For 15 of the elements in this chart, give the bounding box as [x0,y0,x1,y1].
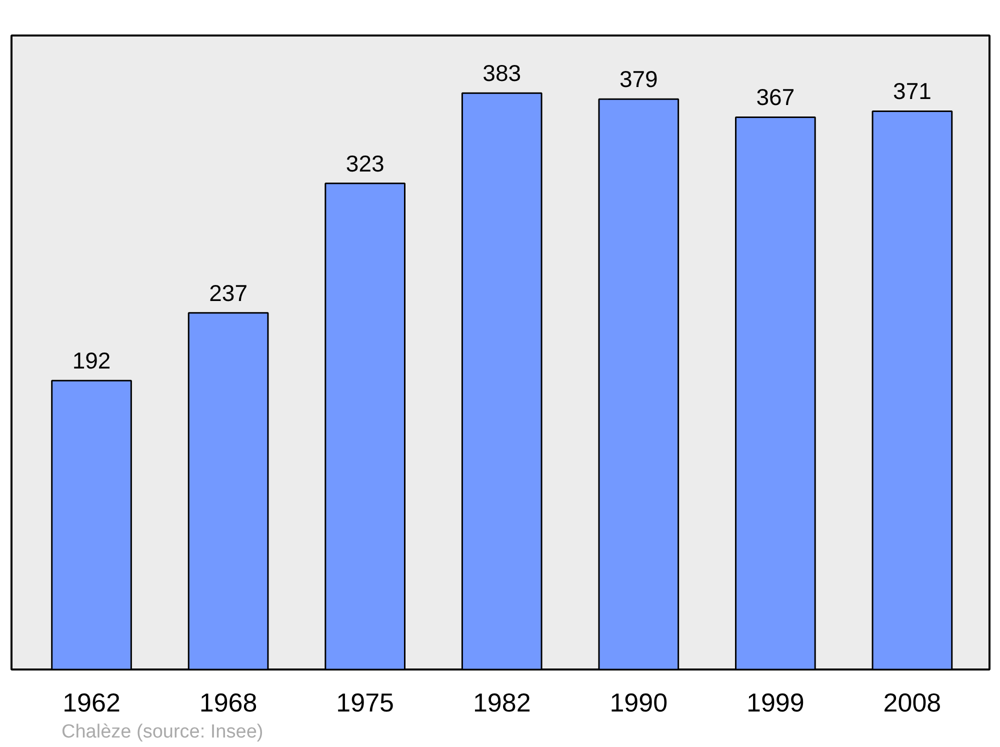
text: Chalèze (source: Insee) [62,722,264,742]
data-label: 367 [756,84,795,110]
data-label: 371 [893,78,932,104]
x-tick-label: 1990 [610,688,668,718]
x-tick-label: 1962 [62,688,120,718]
data-label: 379 [619,66,658,92]
x-tick-label: 1982 [472,688,531,718]
data-label: 237 [209,280,248,306]
data-label: 192 [72,348,111,374]
x-tick-label: 1975 [336,688,394,718]
x-tick-label: 2008 [883,688,942,718]
x-tick-label: 1999 [746,688,804,718]
x-tick-label: 1968 [199,688,258,718]
data-label: 383 [482,60,522,86]
data-label: 323 [346,150,384,176]
